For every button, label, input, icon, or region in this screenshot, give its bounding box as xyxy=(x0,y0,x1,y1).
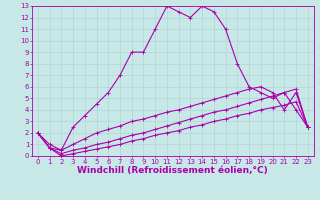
X-axis label: Windchill (Refroidissement éolien,°C): Windchill (Refroidissement éolien,°C) xyxy=(77,166,268,175)
